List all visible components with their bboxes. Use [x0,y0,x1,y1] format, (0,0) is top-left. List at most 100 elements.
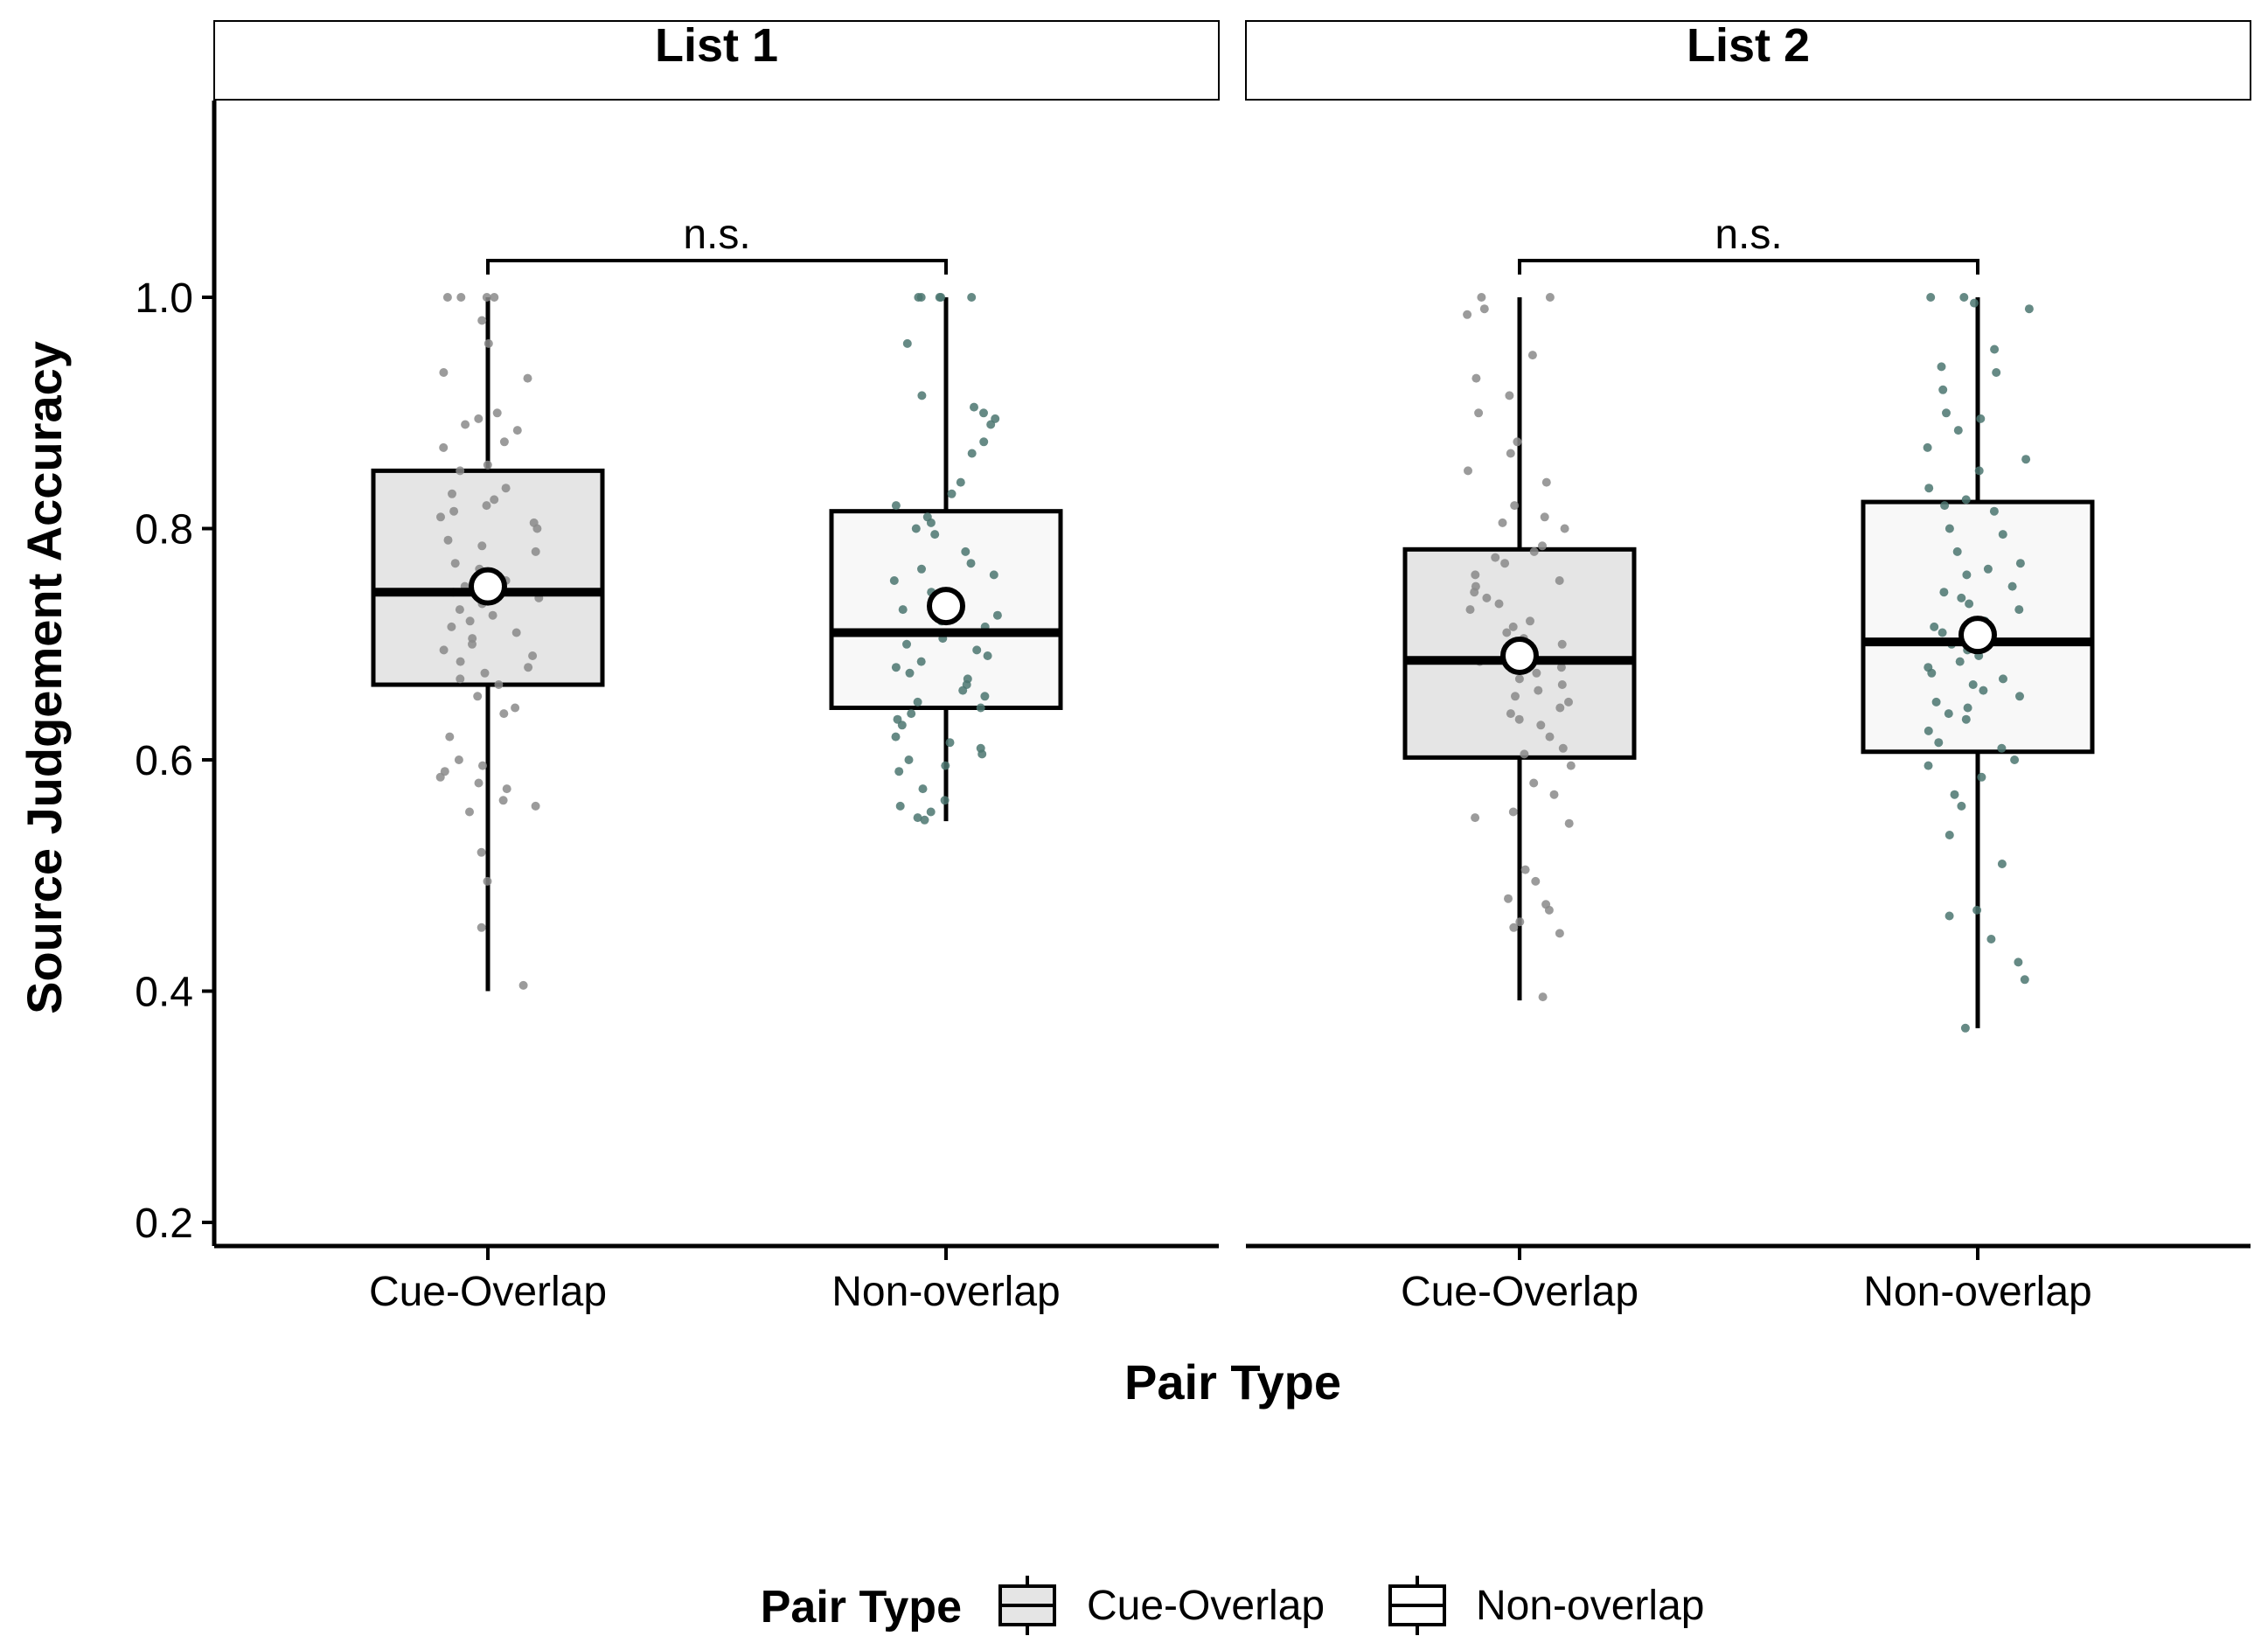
x-axis-title: Pair Type [1124,1354,1341,1410]
data-point [1940,501,1950,511]
data-point [528,651,538,660]
box-cue-overlap [1402,293,1637,1002]
data-point [465,616,475,626]
data-point [1931,697,1941,707]
data-point [2020,975,2029,985]
panels-layer: List 1 0.2 0.4 0.6 0.8 1.0 Cue-Overlap Non-over… [135,19,2251,1315]
data-point [1491,553,1500,562]
data-point [1997,860,2007,868]
data-point [456,657,465,666]
data-point [1538,992,1548,1002]
data-point [1555,929,1564,938]
data-point [977,749,987,759]
data-point [904,755,914,764]
data-point [2010,755,2020,764]
data-point [1983,564,1993,574]
data-point [1474,408,1484,418]
data-point [958,686,968,695]
mean-marker [469,567,507,606]
data-point [484,338,493,348]
data-point [499,437,509,447]
data-point [1965,599,1974,609]
x-tick-label: Non-overlap [1863,1269,2091,1315]
data-point [916,657,926,666]
data-point [902,338,912,348]
significance-bracket: n.s. [486,212,948,275]
data-point [1950,790,1959,799]
legend-label-non-overlap: Non-overlap [1476,1583,1704,1629]
bracket-line [1518,259,1979,275]
data-point [898,605,908,615]
data-point [1564,697,1573,707]
data-point [1471,813,1480,823]
data-point [967,449,977,458]
data-point [478,761,487,770]
data-point [907,709,916,719]
data-point [1939,588,1949,597]
data-point [930,530,940,540]
data-point [1471,373,1481,383]
data-point [511,703,520,713]
data-point [889,576,899,585]
data-point [477,541,487,551]
data-point [1564,818,1574,828]
data-point [891,663,901,672]
data-point [902,639,911,649]
data-point [913,813,922,823]
data-point [1515,917,1525,927]
data-point [1513,437,1522,447]
data-point [2015,559,2025,568]
data-point [891,501,901,511]
data-point [511,628,521,637]
data-point [956,477,965,487]
data-point [482,501,491,511]
x-tick-label: Non-overlap [831,1269,1060,1315]
y-tick-label: 0.2 [135,1201,193,1247]
data-point [1990,345,2000,354]
y-tick-label: 0.6 [135,738,193,784]
mean-marker [927,587,965,626]
data-point [1555,576,1564,585]
data-point [465,807,474,817]
data-point [1938,385,1948,394]
data-point [911,524,921,533]
data-point [518,980,528,990]
data-point [1944,524,1954,533]
data-point [1510,501,1520,511]
data-point [454,755,463,764]
data-point [439,645,449,655]
legend-key-non-overlap [1388,1576,1446,1635]
data-point [926,807,936,817]
data-point [447,622,456,631]
data-point [940,796,950,805]
data-point [435,772,445,782]
data-point [1961,495,1971,505]
data-point [1526,616,1534,626]
data-point [894,767,904,776]
data-point [1555,703,1565,713]
data-point [1957,593,1966,602]
data-point [1540,512,1549,522]
data-point [992,610,1002,620]
data-point [905,668,915,678]
data-point [483,460,492,470]
data-point [1924,761,1933,770]
data-point [1470,588,1479,597]
data-point [970,402,978,412]
data-point [1976,414,1986,423]
data-point [972,645,982,655]
data-point [1498,518,1507,527]
data-point [1520,749,1529,759]
data-point [1508,807,1518,817]
data-point [1560,524,1569,533]
data-point [980,692,990,701]
data-point [1463,310,1472,319]
data-point [1541,477,1551,487]
data-point [474,778,484,788]
data-point [1545,732,1555,741]
data-point [935,293,944,302]
data-point [1937,362,1946,372]
data-point [445,732,455,741]
data-point [1999,674,2007,684]
data-point [512,426,522,435]
